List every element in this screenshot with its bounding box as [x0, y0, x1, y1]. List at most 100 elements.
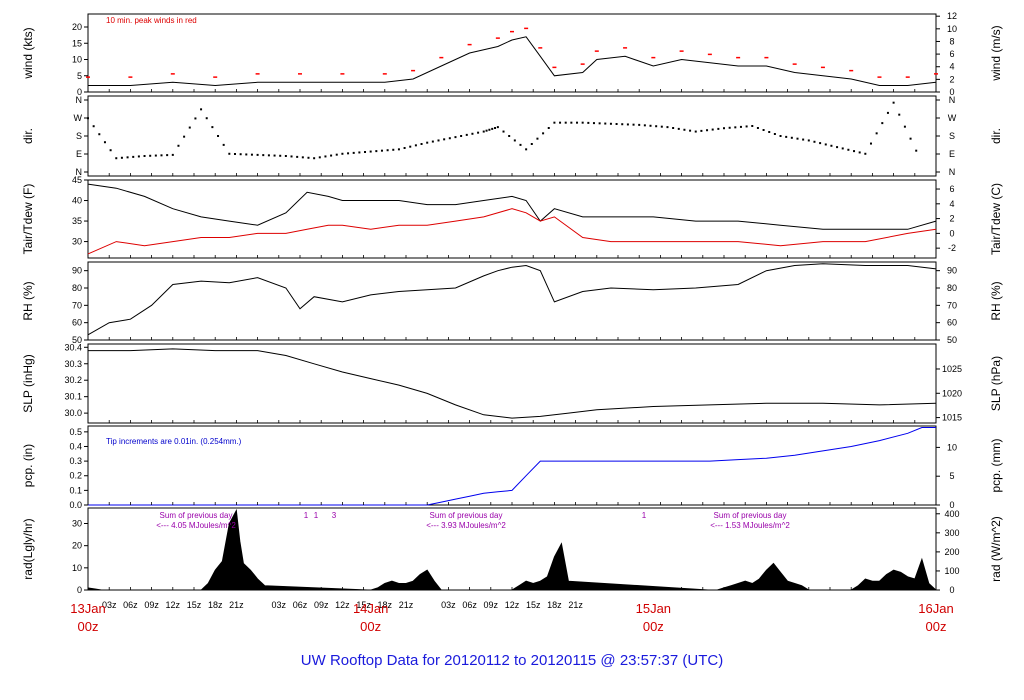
- wind-annotation: 10 min. peak winds in red: [106, 16, 197, 25]
- xtick-label-hour: 06z: [293, 600, 308, 610]
- rad-sum-title: Sum of previous day: [160, 511, 233, 520]
- ytick-label-right-tair-tdew: 6: [949, 184, 954, 194]
- dir-point: [92, 125, 95, 128]
- dir-point: [875, 132, 878, 135]
- dir-point: [666, 126, 669, 129]
- dir-point: [460, 135, 463, 137]
- ylabel-left-dir: dir.: [21, 128, 35, 144]
- dir-point: [886, 111, 889, 114]
- panel-frame-wind: [87, 13, 937, 93]
- wind-peak-mark: [86, 76, 90, 78]
- dir-point: [739, 125, 742, 128]
- chart-title: UW Rooftop Data for 20120112 to 20120115…: [300, 652, 724, 669]
- dir-point: [126, 156, 129, 159]
- dir-point: [188, 126, 191, 129]
- ytick-label-right-rh: 90: [947, 266, 957, 276]
- dir-point: [347, 152, 350, 155]
- dir-point: [443, 138, 446, 141]
- wind-peak-mark: [495, 37, 500, 39]
- rad-mark: 3: [332, 511, 337, 520]
- dir-point: [830, 144, 833, 147]
- ytick-label-left-rh: 90: [72, 266, 82, 276]
- wind-peak-mark: [580, 63, 585, 65]
- dir-point: [171, 153, 174, 156]
- panel-frame-slp: [87, 343, 937, 424]
- xtick-label-hour: 03z: [102, 600, 117, 610]
- dir-point: [386, 149, 389, 152]
- dir-point: [335, 153, 338, 156]
- dir-point: [559, 121, 562, 124]
- xtick-label-hour: 06z: [123, 600, 138, 610]
- dir-point: [858, 151, 861, 154]
- ytick-label-right-rad: 200: [944, 547, 959, 557]
- xtick-label-hour: 18z: [547, 600, 562, 610]
- dir-point: [358, 151, 361, 154]
- ytick-label-left-pcp: 0.2: [69, 471, 82, 481]
- ytick-label-right-rad: 400: [944, 509, 959, 519]
- dir-point: [711, 128, 714, 131]
- ytick-label-left-pcp: 0.1: [69, 485, 82, 495]
- ylabel-right-dir: dir.: [989, 128, 1003, 144]
- ylabel-left-rh: RH (%): [21, 281, 35, 320]
- series-line-rh: [87, 263, 937, 336]
- dir-point: [553, 121, 556, 124]
- wind-peak-mark: [594, 50, 599, 52]
- ylabel-left-slp: SLP (inHg): [21, 354, 35, 412]
- ytick-label-right-dir: W: [948, 113, 957, 123]
- dir-point: [790, 136, 793, 139]
- ytick-label-left-wind: 10: [72, 55, 82, 65]
- dir-point: [751, 125, 754, 127]
- dir-point: [689, 129, 692, 132]
- dir-point: [397, 148, 400, 151]
- ytick-label-left-pcp: 0.4: [69, 441, 82, 451]
- dir-point: [431, 140, 434, 143]
- dir-point: [414, 144, 417, 147]
- dir-point: [615, 123, 618, 125]
- dir-point: [869, 142, 872, 145]
- ytick-label-right-rh: 70: [947, 300, 957, 310]
- dir-point: [581, 121, 584, 124]
- ylabel-left-tair-tdew: Tair/Tdew (F): [21, 184, 35, 255]
- xtick-label-hour: 18z: [208, 600, 223, 610]
- dir-point: [426, 141, 429, 144]
- wind-peak-mark: [849, 69, 854, 72]
- dir-point: [448, 137, 451, 140]
- ytick-label-right-rh: 50: [947, 335, 957, 345]
- xtick-label-time: 00z: [643, 619, 664, 634]
- ytick-label-right-wind: 12: [947, 11, 957, 21]
- rad-sum-title: Sum of previous day: [714, 511, 787, 520]
- rad-sum-value: <--- 4.05 MJoules/m^2: [156, 521, 236, 530]
- ytick-label-right-slp: 1020: [942, 388, 962, 398]
- ytick-label-right-dir: N: [949, 95, 956, 105]
- dir-point: [898, 113, 901, 116]
- dir-point: [513, 139, 516, 142]
- dir-point: [649, 124, 652, 127]
- ytick-label-left-wind: 0: [77, 87, 82, 97]
- ytick-label-right-rad: 100: [944, 566, 959, 576]
- wind-peak-mark: [538, 47, 543, 49]
- dir-point: [149, 154, 152, 157]
- ytick-label-right-dir: S: [949, 131, 955, 141]
- ytick-label-left-pcp: 0.0: [69, 500, 82, 510]
- ytick-label-left-dir: S: [76, 131, 82, 141]
- ytick-label-left-slp: 30.2: [64, 375, 82, 385]
- wind-peak-mark: [510, 30, 514, 33]
- ylabel-right-rad: rad (W/m^2): [989, 516, 1003, 582]
- dir-point: [318, 156, 321, 159]
- ylabel-right-rh: RH (%): [989, 281, 1003, 320]
- rad-area: [87, 508, 938, 591]
- dir-point: [437, 139, 440, 142]
- wind-peak-mark: [467, 43, 472, 46]
- dir-point: [745, 125, 748, 128]
- ytick-label-left-tair-tdew: 45: [72, 175, 82, 185]
- dir-point: [909, 137, 912, 140]
- wind-peak-mark: [905, 76, 910, 78]
- ytick-label-right-wind: 4: [949, 62, 954, 72]
- ytick-label-right-pcp: 5: [949, 471, 954, 481]
- pcp-annotation: Tip increments are 0.01in. (0.254mm.): [106, 437, 242, 446]
- dir-point: [273, 154, 276, 157]
- dir-point: [341, 152, 344, 155]
- dir-point: [728, 126, 731, 129]
- xtick-label-hour: 03z: [441, 600, 456, 610]
- dir-point: [525, 148, 528, 151]
